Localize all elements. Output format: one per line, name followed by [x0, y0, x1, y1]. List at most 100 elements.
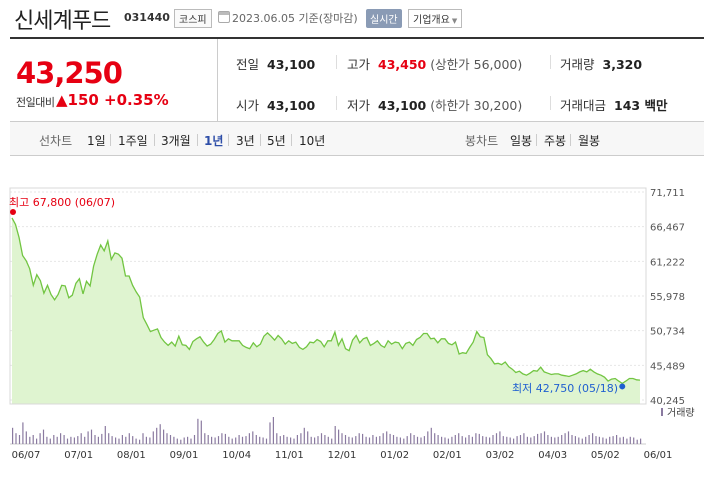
volume-bar [530, 437, 532, 444]
divider [291, 134, 292, 146]
market-badge: 코스피 [174, 9, 212, 28]
candle-weekly[interactable]: 주봉 [544, 134, 567, 148]
candle-daily[interactable]: 일봉 [510, 134, 533, 148]
high-label: 고가 [347, 57, 371, 72]
volume-bar [111, 436, 113, 444]
volume-bar [382, 433, 384, 444]
amount-value: 143 백만 [614, 98, 668, 113]
prev-close: 전일 43,100 [236, 54, 315, 73]
high-annotation: 최고 67,800 (06/07) [9, 196, 115, 209]
volume-bar [231, 438, 233, 444]
volume-bar [303, 427, 305, 444]
y-axis: 71,711 66,467 61,222 55,978 50,734 45,489 40,2… [650, 188, 685, 407]
volume-bar [495, 433, 498, 444]
change-label: 전일대비 [16, 96, 55, 109]
company-overview-dropdown[interactable]: 기업개요 ▼ [408, 9, 463, 28]
volume-bar [482, 436, 484, 444]
low-marker [619, 383, 626, 390]
volume-bar [73, 437, 75, 444]
period-1d[interactable]: 1일 [87, 134, 106, 148]
volume-bar [70, 436, 72, 444]
volume-bar [485, 436, 487, 444]
volume-bar [224, 433, 226, 444]
divider [336, 55, 337, 69]
candle-monthly[interactable]: 월봉 [578, 134, 601, 148]
volume-bar [63, 435, 65, 444]
low-label: 저가 [347, 98, 371, 113]
open-price: 시가 43,100 [236, 95, 315, 114]
volume-bar [564, 433, 566, 444]
volume-bar [574, 436, 576, 444]
period-5y[interactable]: 5년 [267, 134, 286, 148]
volume-bar [454, 435, 456, 444]
low-value: 43,100 [378, 98, 427, 113]
volume-bar [444, 437, 446, 444]
volume-bar [375, 436, 377, 444]
realtime-button[interactable]: 실시간 [366, 9, 402, 28]
volume-bar [193, 435, 196, 444]
volume-bar [156, 427, 158, 444]
volume-bar [389, 433, 391, 444]
y-tick-label: 50,734 [650, 327, 685, 338]
volume-bar [358, 433, 360, 444]
volume-stat: 거래량 3,320 [560, 54, 642, 73]
x-tick-label: 04/03 [538, 450, 567, 461]
bar-chart-label: 봉차트 [465, 134, 499, 148]
period-1w[interactable]: 1주일 [118, 134, 148, 148]
volume-bar [18, 435, 21, 444]
divider [228, 134, 229, 146]
lower-limit: (하한가 30,200) [430, 98, 523, 113]
volume-value: 3,320 [602, 57, 643, 72]
volume-bar [207, 435, 209, 444]
current-price: 43,250 [16, 56, 123, 90]
volume-bar [314, 437, 316, 444]
x-tick-label: 03/02 [486, 450, 515, 461]
volume-bar [125, 436, 127, 444]
volume-bar [39, 433, 41, 444]
volume-bar [571, 435, 573, 444]
prev-close-label: 전일 [236, 57, 260, 72]
volume-bar [94, 435, 96, 444]
volume-bar [471, 436, 473, 444]
volume-bar [135, 438, 137, 444]
period-10y[interactable]: 10년 [299, 134, 326, 148]
volume-bar [53, 435, 55, 444]
volume-bar [169, 435, 172, 444]
volume-bar [362, 433, 364, 444]
volume-bar [320, 433, 323, 444]
high-marker [10, 209, 16, 215]
volume-bar [217, 436, 220, 444]
volume-legend: 거래량 [667, 407, 695, 419]
volume-bar [211, 436, 213, 444]
volume-bar [310, 436, 312, 444]
volume-bar [420, 437, 422, 444]
volume-bar [66, 438, 69, 444]
volume-bar [413, 435, 415, 444]
divider [260, 134, 261, 146]
period-1y[interactable]: 1년 [204, 134, 224, 148]
volume-bar [46, 436, 48, 444]
volume-bar [80, 433, 82, 444]
volume-bar [197, 418, 199, 444]
volume-bar [434, 433, 436, 444]
volume-bar [272, 417, 274, 444]
period-3m[interactable]: 3개월 [161, 134, 191, 148]
volume-bar [351, 437, 353, 444]
chevron-down-icon: ▼ [451, 17, 458, 25]
volume-bar [238, 435, 240, 444]
volume-bar [228, 436, 230, 444]
volume-bar [49, 438, 51, 444]
volume-bar [252, 431, 254, 444]
period-3y[interactable]: 3년 [236, 134, 255, 148]
divider [336, 96, 337, 110]
price-panel: 43,250 전일대비 ▲150 +0.35% 전일 43,100 고가 43,45… [10, 37, 704, 122]
volume-bar [286, 436, 288, 444]
volume-bar [108, 433, 110, 444]
divider [570, 134, 571, 146]
volume-bar [554, 437, 556, 444]
volume-bar [29, 436, 31, 444]
volume-bar [324, 435, 326, 444]
x-tick-label: 06/01 [644, 450, 673, 461]
y-tick-label: 61,222 [650, 257, 685, 268]
volume-bar [269, 422, 271, 444]
